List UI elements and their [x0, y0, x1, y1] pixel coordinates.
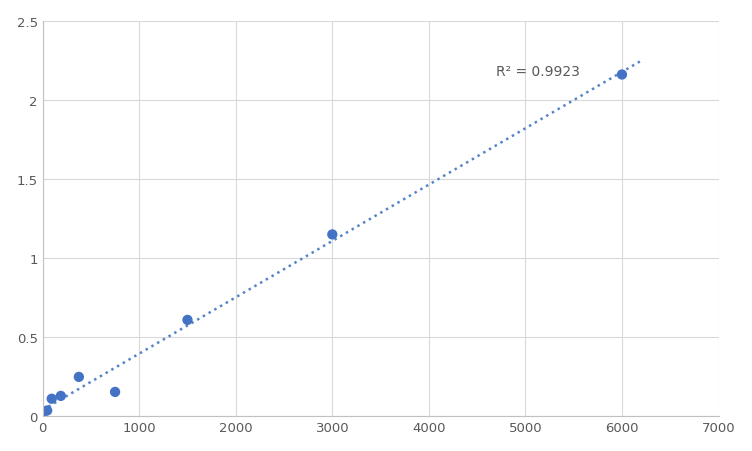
Point — [109, 388, 121, 396]
Point — [181, 317, 193, 324]
Point — [73, 373, 85, 381]
Point — [37, 410, 49, 417]
Point — [46, 395, 58, 402]
Point — [41, 407, 53, 414]
Point — [616, 72, 628, 79]
Point — [326, 231, 338, 239]
Point — [55, 392, 67, 400]
Text: R² = 0.9923: R² = 0.9923 — [496, 65, 581, 79]
